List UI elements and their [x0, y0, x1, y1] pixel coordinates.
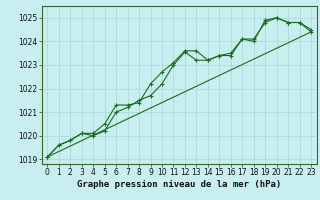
X-axis label: Graphe pression niveau de la mer (hPa): Graphe pression niveau de la mer (hPa) — [77, 180, 281, 189]
